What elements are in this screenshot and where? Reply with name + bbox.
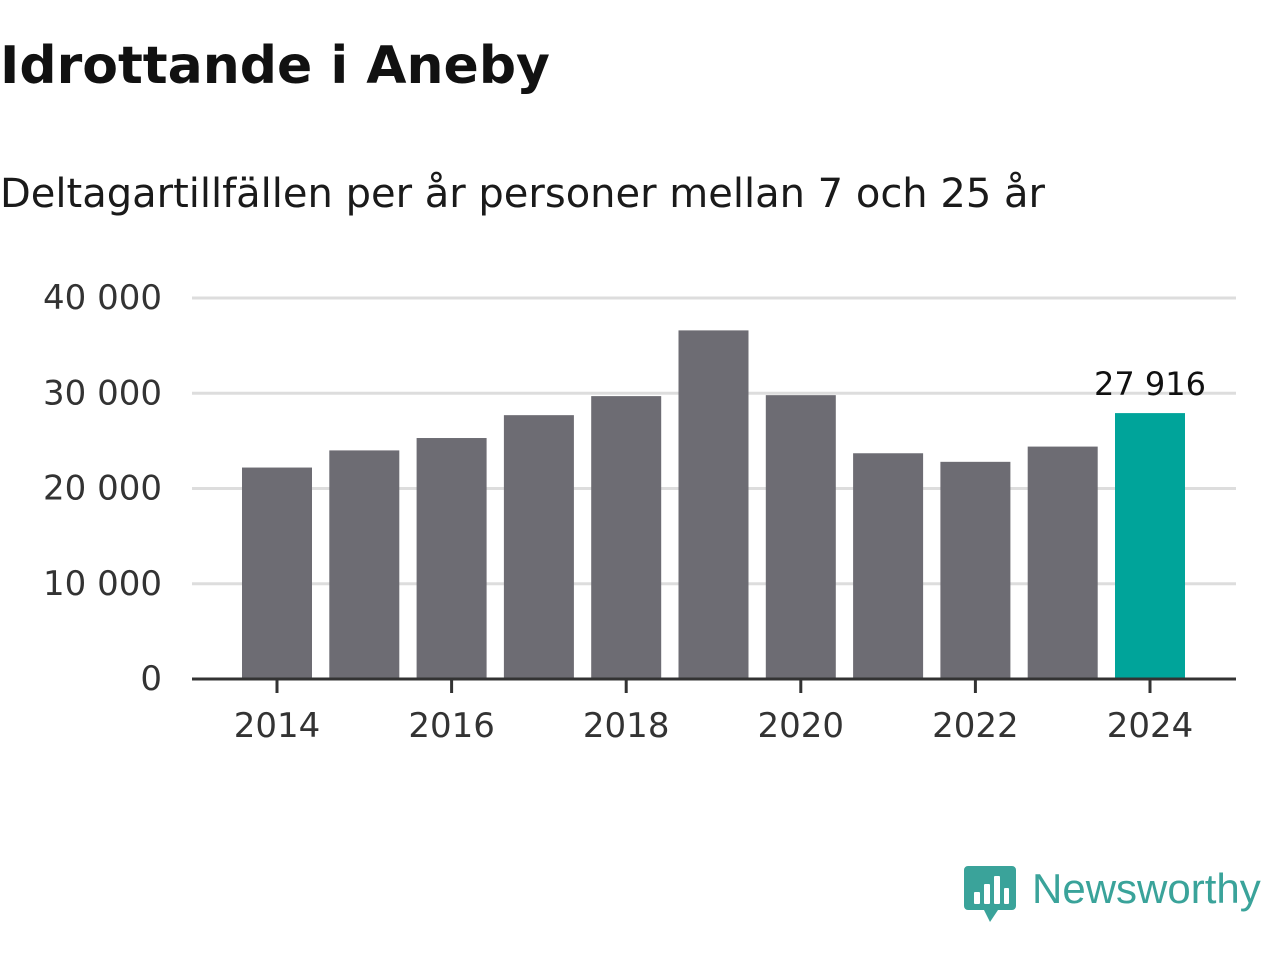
bar-2016 bbox=[416, 438, 487, 679]
chart-title: Idrottande i Aneby bbox=[0, 36, 550, 96]
bar-2022 bbox=[940, 461, 1011, 679]
y-tick-label: 20 000 bbox=[43, 469, 162, 509]
bar-2014 bbox=[242, 467, 312, 679]
labels: 0 10 000 20 000 30 000 40 000 27 916 2014 2016 2… bbox=[43, 278, 1206, 746]
bar-2019 bbox=[678, 330, 749, 679]
y-tick-label: 10 000 bbox=[43, 564, 162, 604]
bar-chart-speech-bubble-icon bbox=[964, 866, 1016, 922]
bar-2024 bbox=[1115, 413, 1185, 679]
bar-2015 bbox=[329, 450, 400, 679]
x-tick-label: 2014 bbox=[234, 706, 321, 746]
bar-2020 bbox=[765, 395, 836, 679]
bar-2018 bbox=[591, 396, 662, 679]
x-tick-label: 2024 bbox=[1107, 706, 1194, 746]
logo-text: Newsworthy bbox=[1032, 865, 1261, 912]
x-tick-label: 2018 bbox=[583, 706, 670, 746]
y-tick-label: 0 bbox=[140, 659, 162, 699]
bars bbox=[242, 330, 1185, 679]
y-tick-label: 40 000 bbox=[43, 278, 162, 318]
newsworthy-logo: Newsworthy bbox=[962, 862, 1261, 928]
x-tick-label: 2022 bbox=[932, 706, 1019, 746]
bar-2017 bbox=[503, 415, 574, 679]
x-tick-label: 2016 bbox=[408, 706, 495, 746]
y-tick-label: 30 000 bbox=[43, 373, 162, 413]
bar-2023 bbox=[1027, 446, 1098, 679]
chart-subtitle: Deltagartillfällen per år personer mella… bbox=[0, 171, 1045, 217]
highlight-data-label: 27 916 bbox=[1094, 365, 1206, 403]
x-tick-label: 2020 bbox=[758, 706, 845, 746]
axes bbox=[192, 677, 1236, 693]
bar-2021 bbox=[853, 453, 924, 679]
